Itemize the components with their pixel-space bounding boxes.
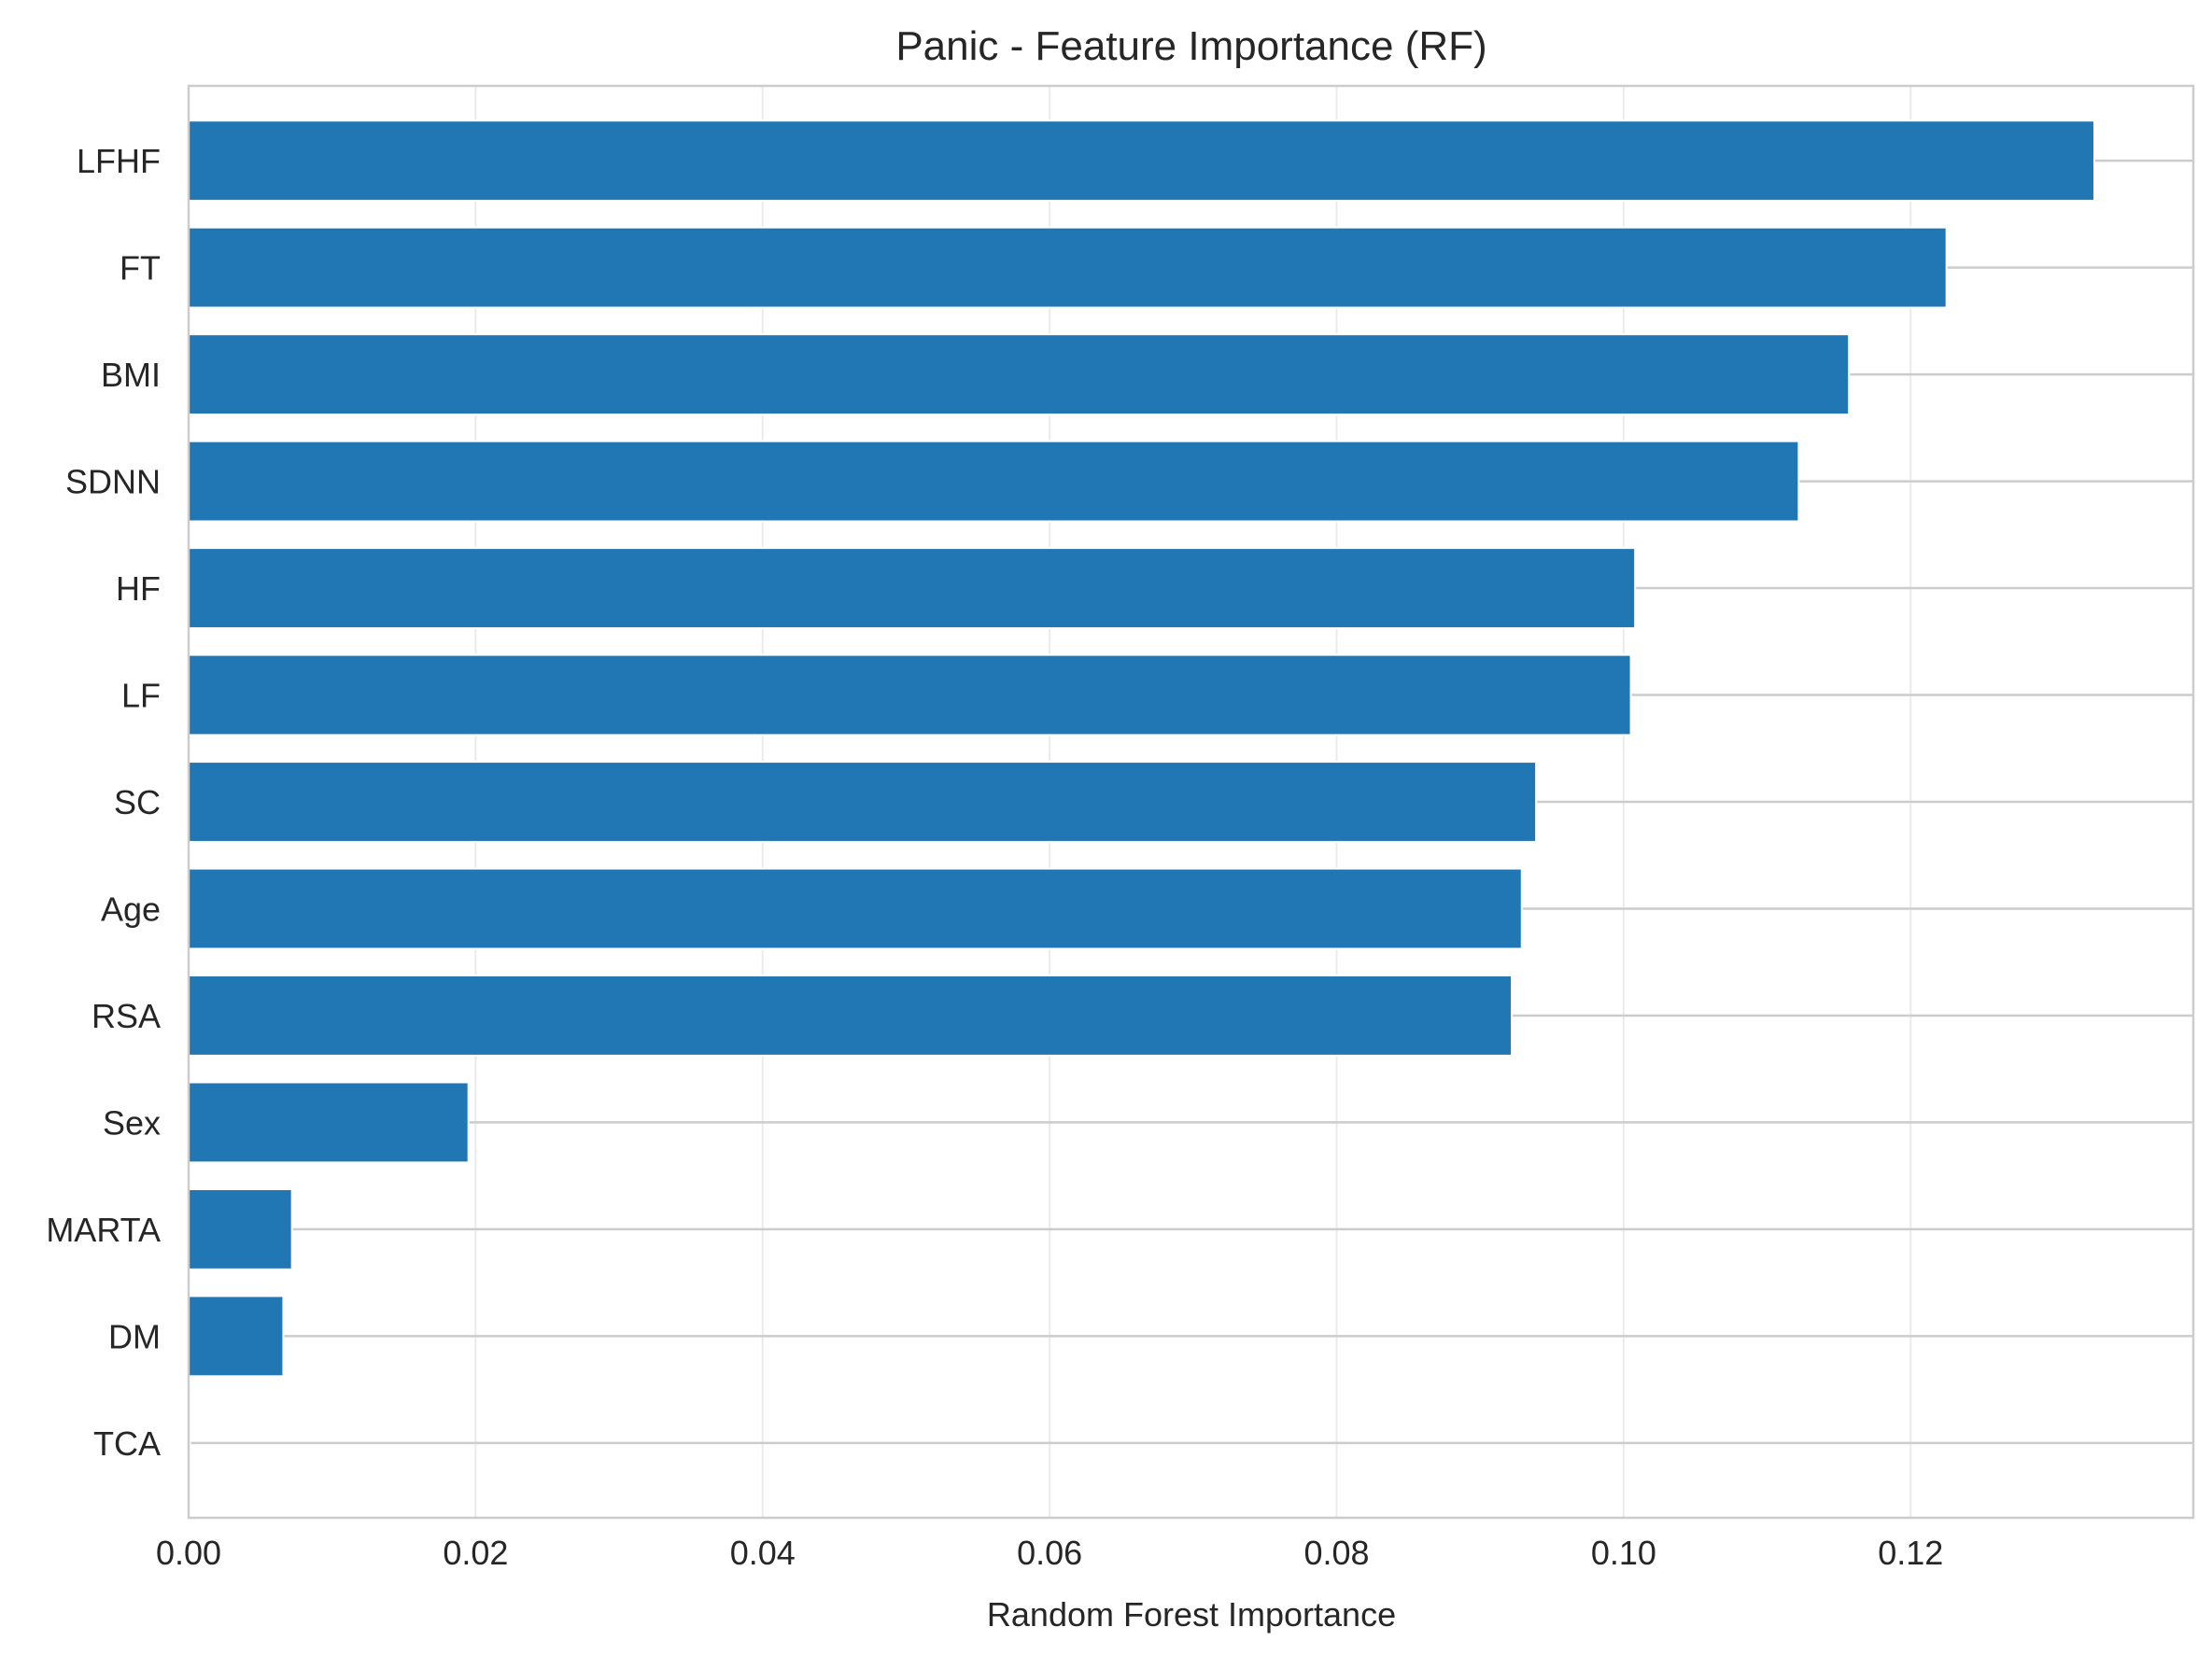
x-tick-label: 0.10 <box>1591 1534 1656 1572</box>
bar <box>188 1187 293 1270</box>
x-tick-labels: 0.00 0.02 0.04 0.06 0.08 0.10 0.12 <box>156 1534 1943 1572</box>
chart-title: Panic - Feature Importance (RF) <box>895 23 1486 69</box>
y-tick-labels: LFHF FT BMI SDNN HF LF SC Age RSA Sex MARTA DM TCA <box>46 142 161 1463</box>
x-tick-label: 0.04 <box>730 1534 796 1572</box>
x-tick-label: 0.08 <box>1303 1534 1369 1572</box>
bar <box>188 226 1948 309</box>
y-tick-label: SC <box>114 783 161 821</box>
y-tick-label: DM <box>108 1317 161 1355</box>
bar <box>188 333 1851 416</box>
bar <box>188 975 1513 1057</box>
plot-frame <box>187 84 2195 1520</box>
x-tick-label: 0.00 <box>156 1534 221 1572</box>
y-tick-label: TCA <box>93 1424 161 1463</box>
y-tick-label: RSA <box>92 997 161 1035</box>
bar <box>188 653 1632 736</box>
bars <box>188 119 2095 1484</box>
bar <box>188 761 1538 843</box>
y-tick-label: SDNN <box>65 463 161 501</box>
y-tick-label: LF <box>121 677 161 715</box>
x-tick-label: 0.06 <box>1017 1534 1082 1572</box>
bar <box>188 440 1800 523</box>
y-tick-label: HF <box>116 569 161 608</box>
y-tick-label: LFHF <box>77 142 161 180</box>
bar <box>188 547 1637 629</box>
bar <box>188 119 2095 203</box>
y-tick-label: BMI <box>101 356 161 394</box>
y-tick-label: Age <box>101 890 161 928</box>
plot-border <box>187 84 2195 1520</box>
y-tick-label: Sex <box>103 1103 161 1142</box>
x-axis-label: Random Forest Importance <box>987 1595 1396 1634</box>
x-tick-label: 0.02 <box>443 1534 508 1572</box>
y-tick-label: FT <box>120 249 161 288</box>
y-tick-label: MARTA <box>46 1211 161 1249</box>
bar <box>188 1081 470 1164</box>
bar <box>188 867 1523 950</box>
bar <box>188 1295 285 1378</box>
x-tick-label: 0.12 <box>1878 1534 1943 1572</box>
